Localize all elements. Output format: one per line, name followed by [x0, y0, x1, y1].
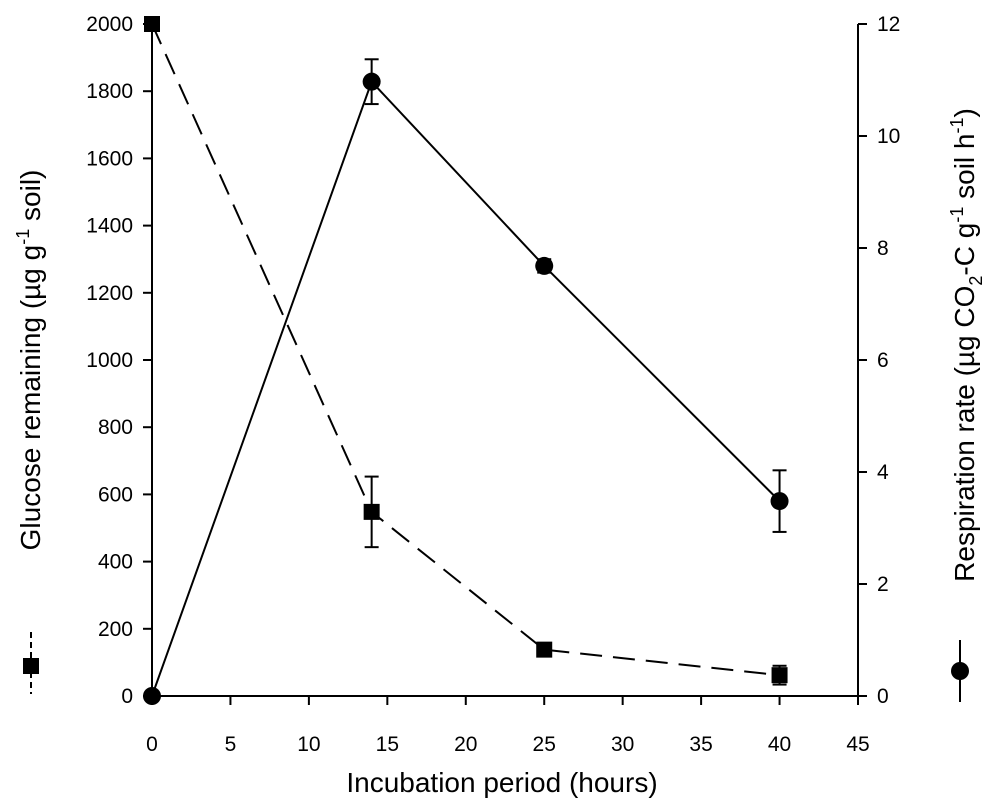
- left-y-axis-title-sup: -1: [13, 229, 33, 245]
- left-y-tick-label: 1000: [86, 349, 133, 372]
- series-lines-group: [151, 23, 781, 697]
- x-tick-label: 35: [689, 733, 712, 756]
- left-y-tick-label: 200: [98, 618, 133, 641]
- right-y-tick-label: 4: [877, 461, 889, 484]
- left-y-axis-title: Glucose remaining (µg g-1 soil): [13, 170, 46, 551]
- glucose-series-line: [151, 23, 780, 677]
- x-tick-label: 30: [611, 733, 634, 756]
- left-y-tick-label: 1400: [86, 215, 133, 238]
- glucose-point: [771, 667, 788, 684]
- right-y-tick-label: 8: [877, 237, 889, 260]
- left-legend-square: [23, 658, 39, 674]
- left-y-tick-label: 1200: [86, 282, 133, 305]
- x-tick-label: 10: [297, 733, 320, 756]
- left-y-tick-label: 0: [121, 685, 133, 708]
- left-y-tick-label: 800: [98, 416, 133, 439]
- respiration-series-line: [151, 79, 781, 697]
- right-y-axis-title-sup2: -1: [947, 117, 967, 133]
- left-y-tick-label: 1600: [86, 147, 133, 170]
- glucose-point: [144, 16, 160, 32]
- x-axis-title: Incubation period (hours): [346, 767, 657, 798]
- respiration-point: [362, 72, 381, 91]
- right-y-axis-title-sup1: -1: [947, 207, 967, 223]
- glucose-point: [536, 641, 553, 658]
- x-tick-label: 0: [146, 733, 158, 756]
- left-y-axis-title-tail: soil): [15, 170, 46, 229]
- respiration-point: [143, 687, 161, 705]
- axes-group: 0 5 10 15 20 25 30 35 40 450200400600800100012001…: [86, 13, 900, 756]
- right-y-axis-title-main: Respiration rate (µg CO: [949, 286, 980, 582]
- left-y-tick-label: 600: [98, 483, 133, 506]
- x-tick-label: 25: [533, 733, 556, 756]
- respiration-point: [535, 256, 554, 275]
- x-tick-label: 15: [376, 733, 399, 756]
- right-y-tick-label: 12: [877, 13, 900, 36]
- left-y-tick-label: 1800: [86, 80, 133, 103]
- right-y-axis-title-mid2: soil h: [949, 134, 980, 207]
- left-y-tick-label: 400: [98, 551, 133, 574]
- right-legend-circle: [951, 662, 969, 680]
- right-y-tick-label: 6: [877, 349, 889, 372]
- x-tick-label: 20: [454, 733, 477, 756]
- right-y-tick-label: 2: [877, 573, 889, 596]
- left-legend-glyph: [23, 632, 39, 694]
- left-y-axis-title-main: Glucose remaining (µg g: [15, 245, 46, 551]
- left-y-tick-label: 2000: [86, 13, 133, 36]
- right-y-tick-label: 0: [877, 685, 889, 708]
- respiration-point: [770, 492, 789, 511]
- x-tick-label: 40: [768, 733, 791, 756]
- right-y-axis-title-mid: -C g: [949, 223, 980, 276]
- right-y-axis-title-sub: 2: [966, 276, 986, 286]
- x-tick-label: 5: [225, 733, 237, 756]
- right-legend-glyph: [951, 640, 969, 702]
- right-y-axis-title-tail: ): [949, 108, 980, 117]
- x-tick-label: 45: [846, 733, 869, 756]
- series-markers-group: [143, 16, 789, 705]
- right-y-axis-title: Respiration rate (µg CO2-C g-1 soil h-1): [947, 108, 986, 582]
- glucose-point: [363, 503, 380, 520]
- right-y-tick-label: 10: [877, 125, 900, 148]
